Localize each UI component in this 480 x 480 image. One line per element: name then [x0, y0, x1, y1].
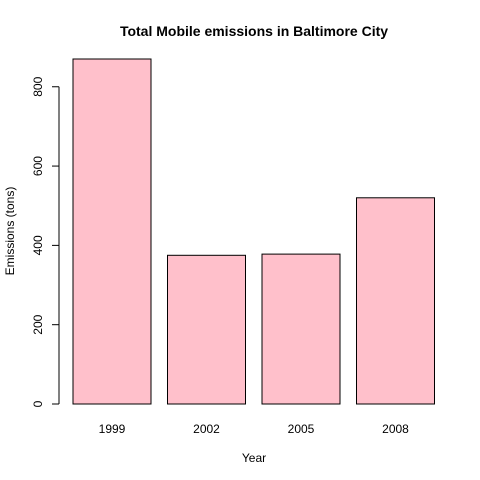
y-tick-label-600: 600 — [31, 156, 45, 176]
y-tick-label-200: 200 — [31, 314, 45, 334]
x-tick-label-1999: 1999 — [99, 422, 126, 436]
y-tick-label-0: 0 — [31, 400, 45, 407]
bar-2002 — [167, 254, 246, 405]
bar-1999 — [72, 58, 152, 405]
y-axis-label: Emissions (tons) — [3, 187, 17, 276]
x-axis-label: Year — [242, 451, 266, 465]
bars-group — [72, 58, 435, 405]
x-tick-label-2008: 2008 — [382, 422, 409, 436]
x-axis: 1999 2002 2005 2008 — [99, 422, 410, 436]
chart-title: Total Mobile emissions in Baltimore City — [120, 23, 388, 39]
bar-2005 — [261, 253, 341, 405]
x-tick-label-2005: 2005 — [288, 422, 315, 436]
x-tick-label-2002: 2002 — [193, 422, 220, 436]
y-tick-label-400: 400 — [31, 235, 45, 255]
bar-2008 — [356, 197, 435, 405]
y-tick-label-800: 800 — [31, 76, 45, 96]
y-axis: 0 200 400 600 800 — [31, 76, 60, 407]
